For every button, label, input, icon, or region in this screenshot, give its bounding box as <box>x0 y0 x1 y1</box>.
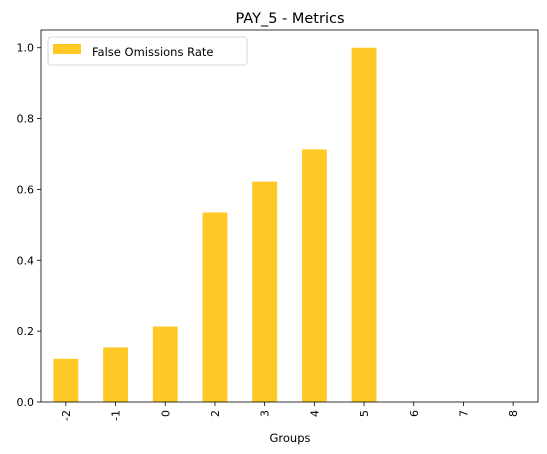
x-tick-label: 7 <box>457 410 470 417</box>
y-tick-label: 0.6 <box>17 183 35 196</box>
x-tick-label: 6 <box>408 410 421 417</box>
x-tick-label: 4 <box>308 410 321 417</box>
legend-label: False Omissions Rate <box>92 45 214 59</box>
x-tick-label: -1 <box>110 410 123 421</box>
x-tick-label: 2 <box>209 410 222 417</box>
legend-box <box>47 36 248 66</box>
bar-3 <box>252 181 278 402</box>
bars-group <box>53 47 377 403</box>
bar-0 <box>152 326 178 402</box>
bar--2 <box>53 358 79 402</box>
bar-5 <box>351 47 377 403</box>
x-tick-label: 0 <box>159 410 172 417</box>
x-tick-label: 3 <box>259 410 272 417</box>
bar-4 <box>301 149 327 402</box>
chart-title: PAY_5 - Metrics <box>235 11 344 27</box>
y-axis-ticks: 0.0 0.2 0.4 0.6 0.8 1.0 <box>17 42 41 409</box>
y-tick-label: 0.8 <box>17 113 35 126</box>
plot-frame <box>40 29 539 403</box>
x-tick-label: -2 <box>60 410 73 421</box>
x-tick-label: 8 <box>507 410 520 417</box>
x-axis-label: Groups <box>269 431 310 445</box>
bar--1 <box>103 347 128 402</box>
y-tick-label: 0.0 <box>17 396 35 409</box>
y-tick-label: 0.4 <box>17 254 35 267</box>
legend: False Omissions Rate <box>47 36 248 66</box>
y-tick-label: 0.2 <box>17 325 35 338</box>
x-tick-label: 5 <box>358 410 371 417</box>
x-axis-ticks: -2 -1 0 2 3 4 5 6 7 8 <box>60 402 520 421</box>
legend-swatch <box>53 44 81 54</box>
bar-2 <box>202 212 228 402</box>
y-tick-label: 1.0 <box>17 42 35 55</box>
